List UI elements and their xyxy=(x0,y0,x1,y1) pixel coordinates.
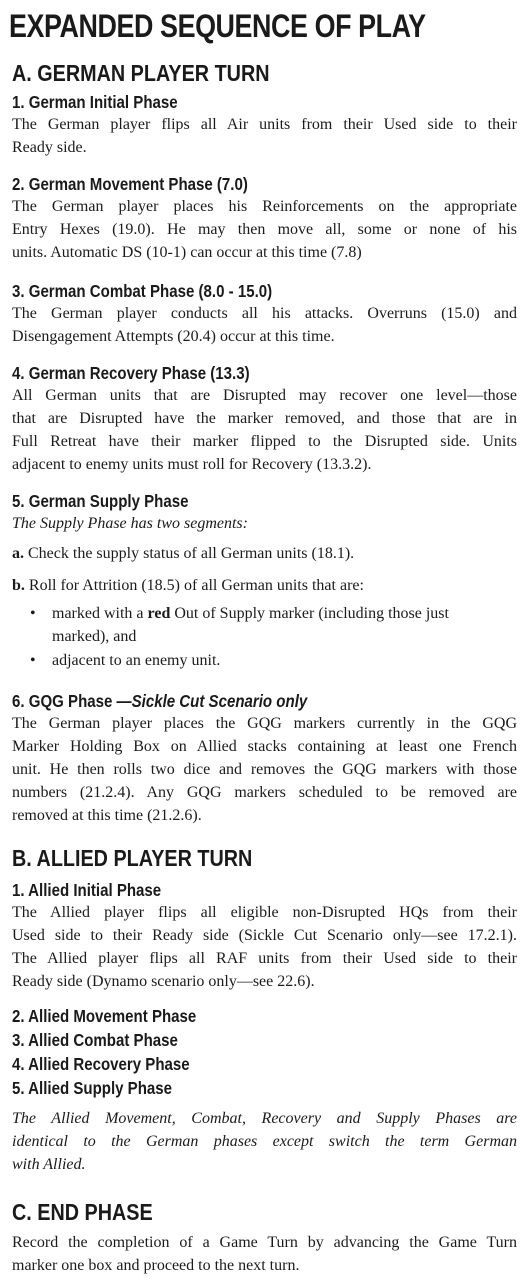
german-recovery-phase-text: All German units that are Disrupted may … xyxy=(12,387,517,473)
attrition-bullet-adjacent: • adjacent to an enemy unit. xyxy=(30,649,520,673)
attrition-bullet-red-marker: • marked with a red Out of Supply marker… xyxy=(30,602,520,650)
bullet-dot-icon: • xyxy=(30,605,36,622)
allied-phases-note: The Allied Movement, Combat, Recovery an… xyxy=(12,1110,517,1173)
german-initial-phase-text: The German player flips all Air units fr… xyxy=(12,116,517,156)
german-supply-phase-heading: 5. German Supply Phase xyxy=(12,491,189,511)
allied-recovery-phase-heading: 4. Allied Recovery Phase xyxy=(12,1054,190,1074)
german-combat-phase-heading: 3. German Combat Phase (8.0 - 15.0) xyxy=(12,281,273,301)
german-combat-phase-text: The German player conducts all his attac… xyxy=(12,305,517,345)
allied-supply-phase-heading: 5. Allied Supply Phase xyxy=(12,1078,173,1098)
allied-movement-phase-heading: 2. Allied Movement Phase xyxy=(12,1006,197,1026)
allied-initial-phase-text: The Allied player flips all eligible non… xyxy=(12,904,517,990)
allied-combat-phase-heading: 3. Allied Combat Phase xyxy=(12,1030,178,1050)
german-movement-phase-heading: 2. German Movement Phase (7.0) xyxy=(12,174,248,194)
section-c-heading: C. END PHASE xyxy=(12,1199,153,1225)
german-movement-phase-text: The German player places his Reinforceme… xyxy=(12,198,517,261)
section-b-heading: B. ALLIED PLAYER TURN xyxy=(12,845,253,871)
end-phase-text: Record the completion of a Game Turn by … xyxy=(12,1234,517,1274)
page-title: EXPANDED SEQUENCE OF PLAY xyxy=(9,8,426,44)
section-a-heading: A. GERMAN PLAYER TURN xyxy=(12,60,270,86)
bullet-dot-icon: • xyxy=(30,652,36,669)
german-initial-phase-heading: 1. German Initial Phase xyxy=(12,92,178,112)
supply-phase-intro: The Supply Phase has two segments: xyxy=(12,515,248,532)
allied-initial-phase-heading: 1. Allied Initial Phase xyxy=(12,880,162,900)
supply-segment-b: b. Roll for Attrition (18.5) of all Germ… xyxy=(12,577,364,594)
gqg-phase-heading: 6. GQG Phase —Sickle Cut Scenario only xyxy=(12,691,308,711)
supply-segment-a: a. Check the supply status of all German… xyxy=(12,545,355,562)
german-recovery-phase-heading: 4. German Recovery Phase (13.3) xyxy=(12,363,250,383)
gqg-phase-text: The German player places the GQG markers… xyxy=(12,715,517,824)
